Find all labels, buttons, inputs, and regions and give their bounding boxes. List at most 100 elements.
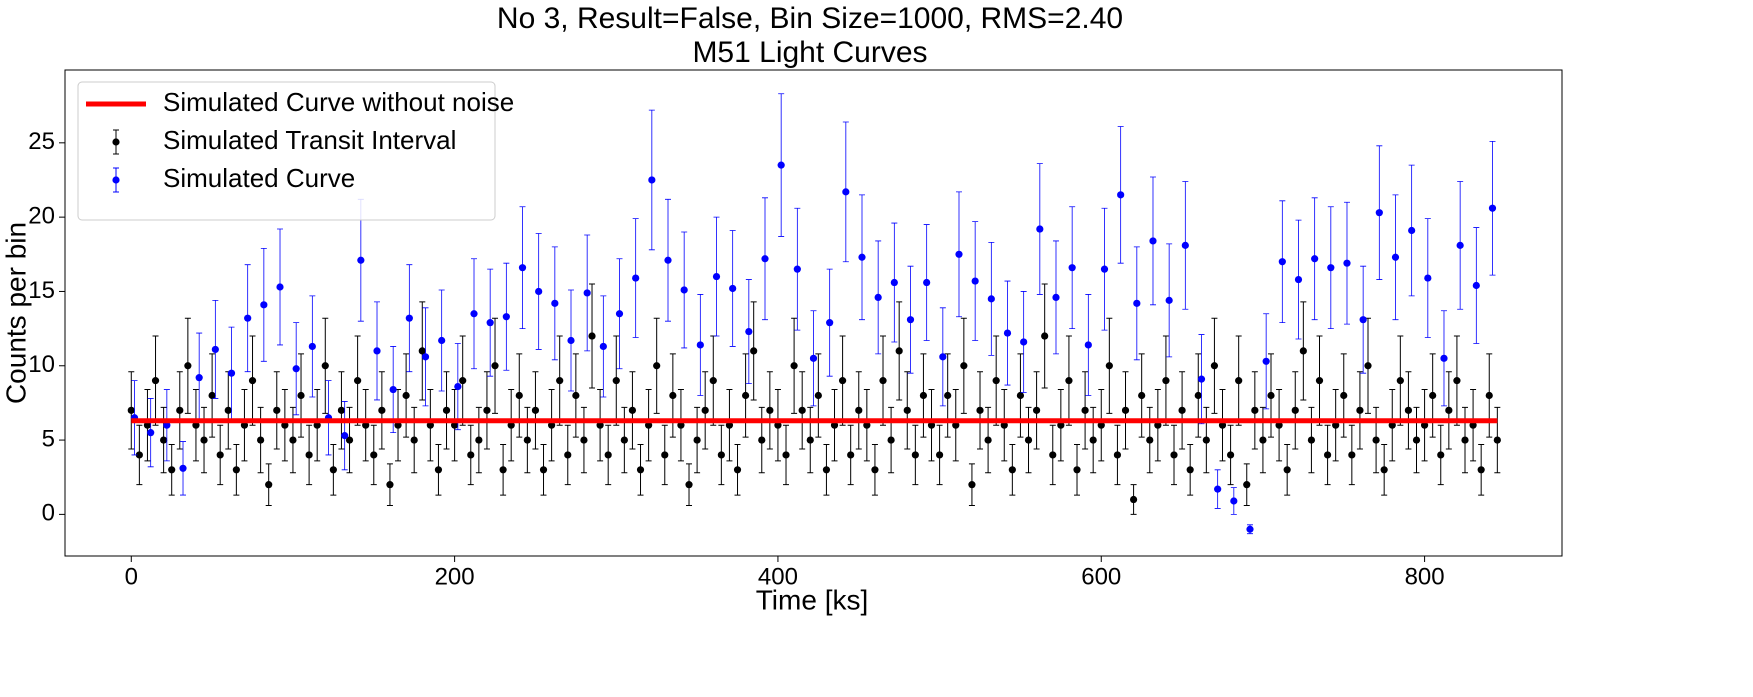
data-point (523, 436, 531, 444)
data-point (826, 319, 834, 327)
data-point (628, 406, 637, 414)
data-point (260, 301, 268, 309)
data-point (1445, 406, 1453, 414)
data-point (712, 272, 721, 281)
data-point (273, 406, 281, 414)
data-point (1375, 209, 1383, 217)
data-point (1299, 347, 1307, 355)
data-point (1311, 255, 1319, 263)
data-point (653, 362, 661, 370)
y-axis-label: Counts per bin (0, 222, 31, 404)
data-point (257, 436, 265, 444)
data-point (1154, 421, 1162, 429)
data-point (405, 314, 413, 322)
data-point (1278, 258, 1286, 266)
data-point (1283, 466, 1291, 474)
data-point (906, 316, 915, 324)
data-point (742, 391, 750, 400)
data-point (179, 464, 187, 472)
data-point (701, 406, 709, 414)
data-point (615, 310, 624, 318)
data-point (661, 451, 669, 459)
data-point (984, 436, 992, 444)
data-point (308, 342, 316, 351)
data-point (176, 406, 184, 414)
data-point (394, 421, 402, 429)
data-point (1251, 406, 1259, 414)
data-point (1210, 362, 1219, 370)
data-point (515, 391, 523, 400)
data-point (1359, 316, 1367, 324)
data-point (354, 377, 362, 385)
data-point (645, 421, 653, 429)
data-point (1327, 264, 1335, 272)
data-point (1170, 451, 1178, 459)
data-point (240, 421, 249, 429)
data-point (1372, 436, 1380, 444)
data-point (1097, 421, 1105, 429)
data-point (1049, 451, 1057, 459)
data-point (373, 347, 381, 355)
data-point (774, 421, 782, 429)
data-point (151, 377, 160, 385)
data-point (1412, 436, 1421, 444)
data-point (467, 451, 475, 459)
data-point (1488, 204, 1497, 212)
data-point (483, 406, 491, 414)
legend-label: Simulated Curve (163, 163, 355, 193)
data-point (1194, 391, 1202, 400)
data-point (216, 451, 224, 459)
data-point (195, 374, 203, 382)
data-point (1000, 421, 1008, 429)
data-point (903, 406, 911, 414)
data-point (276, 283, 284, 291)
x-tick-label: 0 (125, 563, 138, 590)
data-point (952, 421, 960, 429)
data-point (1008, 466, 1016, 474)
data-point (1068, 264, 1076, 272)
data-point (248, 377, 257, 385)
data-point (580, 436, 588, 444)
data-point (535, 287, 543, 296)
data-point (1477, 466, 1485, 474)
data-point (588, 332, 596, 340)
data-point (1246, 525, 1254, 533)
data-point (806, 436, 814, 444)
data-point (1020, 338, 1028, 346)
data-point (809, 354, 818, 362)
data-point (1218, 421, 1227, 429)
data-point (265, 481, 273, 489)
data-point (927, 421, 936, 429)
data-point (960, 362, 968, 370)
x-tick-label: 600 (1081, 563, 1121, 590)
data-point (1437, 451, 1445, 459)
data-point (1129, 495, 1138, 504)
data-point (200, 436, 208, 444)
data-point (1259, 436, 1267, 444)
data-point (451, 421, 459, 429)
data-point (168, 466, 176, 474)
data-point (1388, 421, 1396, 429)
data-point (1016, 391, 1025, 400)
data-point (1089, 436, 1097, 444)
data-point (1041, 332, 1049, 340)
data-point (971, 277, 979, 285)
data-point (911, 451, 919, 459)
data-point (1162, 377, 1170, 385)
data-point (421, 353, 430, 361)
data-point (1178, 406, 1186, 414)
data-point (518, 264, 527, 272)
data-point (814, 391, 822, 400)
data-point (1461, 436, 1469, 444)
data-point (793, 265, 801, 273)
data-point (1275, 421, 1283, 429)
data-point (1084, 341, 1092, 349)
legend-box (77, 81, 496, 221)
y-tick-label: 20 (28, 202, 55, 229)
data-point (944, 391, 952, 400)
x-tick-label: 400 (758, 563, 798, 590)
data-point (418, 347, 426, 355)
data-point (548, 421, 556, 429)
data-point (564, 451, 572, 459)
